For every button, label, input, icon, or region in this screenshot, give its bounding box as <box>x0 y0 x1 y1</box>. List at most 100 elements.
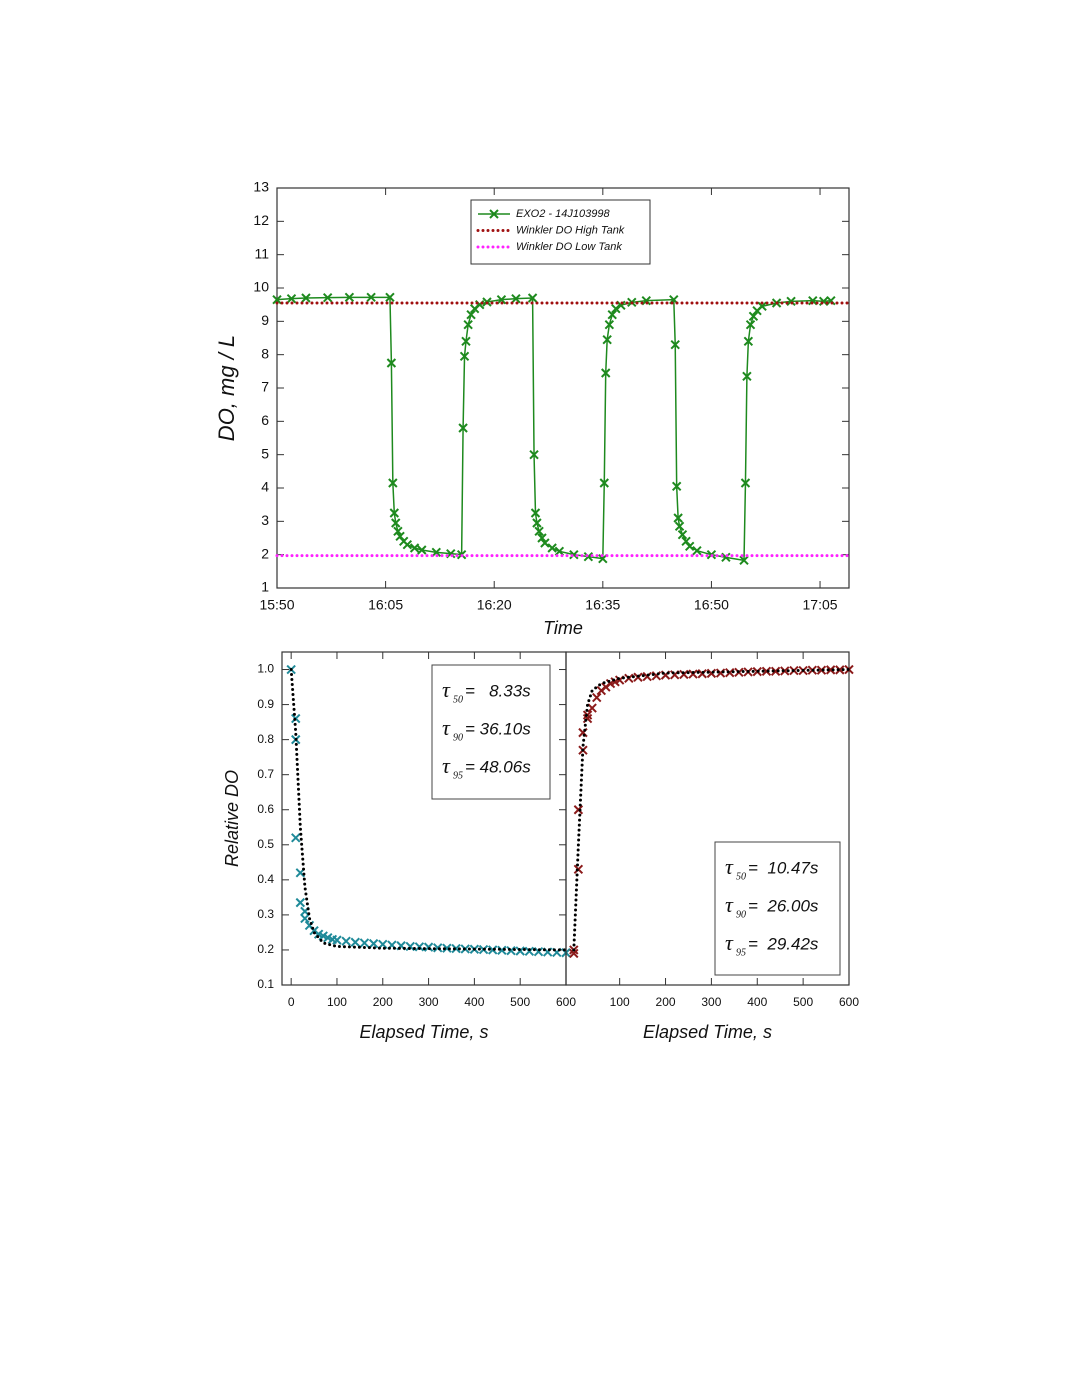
x-tick-label: 17:05 <box>803 597 838 613</box>
legend-label: Winkler DO High Tank <box>516 224 625 236</box>
marker <box>463 319 473 330</box>
x-axis-label: Time <box>543 618 583 638</box>
x-tick-label: 400 <box>464 995 484 1009</box>
marker <box>511 293 521 304</box>
x-tick-label: 100 <box>327 995 347 1009</box>
x-axis-label: Elapsed Time, s <box>360 1022 489 1042</box>
marker <box>786 296 796 307</box>
annotation-subscript: 95 <box>736 947 746 958</box>
marker <box>757 301 767 312</box>
marker <box>604 319 615 330</box>
x-tick-label: 300 <box>701 995 721 1009</box>
marker <box>592 692 602 703</box>
marker <box>388 478 398 488</box>
annotation-text: = 8.33s <box>465 681 531 700</box>
marker <box>715 668 726 678</box>
marker <box>524 946 535 957</box>
annotation-box <box>431 664 551 800</box>
marker <box>611 303 621 314</box>
y-tick-label: 1 <box>261 579 269 595</box>
marker <box>761 666 772 676</box>
annotation-text: = 36.10s <box>465 719 531 738</box>
x-tick-label: 300 <box>419 995 439 1009</box>
marker <box>770 666 781 676</box>
y-tick-label: 0.2 <box>257 942 274 956</box>
y-tick-label: 0.8 <box>257 732 274 746</box>
marker <box>366 292 376 303</box>
marker <box>808 295 818 306</box>
marker <box>721 552 731 563</box>
marker <box>385 292 395 303</box>
marker <box>530 508 541 518</box>
marker <box>359 938 370 948</box>
x-tick-label: 16:35 <box>585 597 620 613</box>
y-tick-label: 5 <box>261 445 269 461</box>
marker <box>599 478 609 488</box>
marker <box>537 533 547 543</box>
y-axis-label: DO, mg / L <box>214 335 239 441</box>
y-tick-label: 0.5 <box>257 837 274 851</box>
y-tick-label: 11 <box>254 245 269 261</box>
marker <box>497 945 507 956</box>
marker <box>423 942 434 952</box>
marker <box>533 946 544 957</box>
plot-frame <box>565 651 850 986</box>
marker <box>780 666 790 676</box>
marker <box>677 529 688 540</box>
marker <box>350 937 360 947</box>
marker <box>607 309 617 320</box>
y-tick-label: 9 <box>261 312 269 328</box>
annotation-box <box>714 841 841 976</box>
marker <box>341 936 351 946</box>
y-tick-label: 7 <box>261 379 269 395</box>
marker <box>272 294 282 305</box>
x-tick-label: 200 <box>656 995 676 1009</box>
marker <box>740 478 751 488</box>
x-tick-label: 0 <box>288 995 295 1009</box>
marker <box>431 547 441 558</box>
marker <box>573 805 584 815</box>
marker <box>322 292 333 303</box>
marker <box>685 541 695 552</box>
marker <box>670 339 680 350</box>
series-line <box>276 296 831 562</box>
y-tick-label: 13 <box>253 179 269 195</box>
marker <box>386 358 397 368</box>
marker <box>414 942 425 952</box>
marker <box>527 293 538 303</box>
marker <box>506 945 516 956</box>
marker <box>674 521 685 532</box>
series-line <box>572 668 851 952</box>
marker <box>679 669 689 680</box>
marker <box>692 545 702 556</box>
marker <box>534 526 544 537</box>
x-tick-label: 200 <box>373 995 393 1009</box>
annotation-subscript: 50 <box>453 694 463 705</box>
marker <box>835 665 845 675</box>
marker <box>598 553 608 564</box>
annotation-text: = 26.00s <box>748 896 819 915</box>
marker <box>554 546 565 557</box>
marker <box>405 941 415 952</box>
marker <box>451 943 461 954</box>
marker <box>816 665 827 675</box>
marker <box>742 371 752 382</box>
marker <box>748 311 759 322</box>
x-axis-label: Elapsed Time, s <box>643 1022 772 1042</box>
legend-label: EXO2 - 14J103998 <box>516 208 610 220</box>
marker <box>825 665 836 675</box>
x-tick-label: 16:05 <box>368 597 403 613</box>
marker <box>496 294 507 305</box>
marker <box>291 833 301 843</box>
marker <box>673 513 683 523</box>
marker <box>706 668 717 679</box>
marker <box>458 423 468 433</box>
marker <box>344 292 355 303</box>
y-tick-label: 10 <box>253 279 269 295</box>
y-tick-label: 8 <box>261 345 269 361</box>
marker <box>540 538 550 548</box>
x-tick-label: 400 <box>747 995 767 1009</box>
marker <box>602 334 612 345</box>
annotation-text: = 48.06s <box>465 757 531 776</box>
